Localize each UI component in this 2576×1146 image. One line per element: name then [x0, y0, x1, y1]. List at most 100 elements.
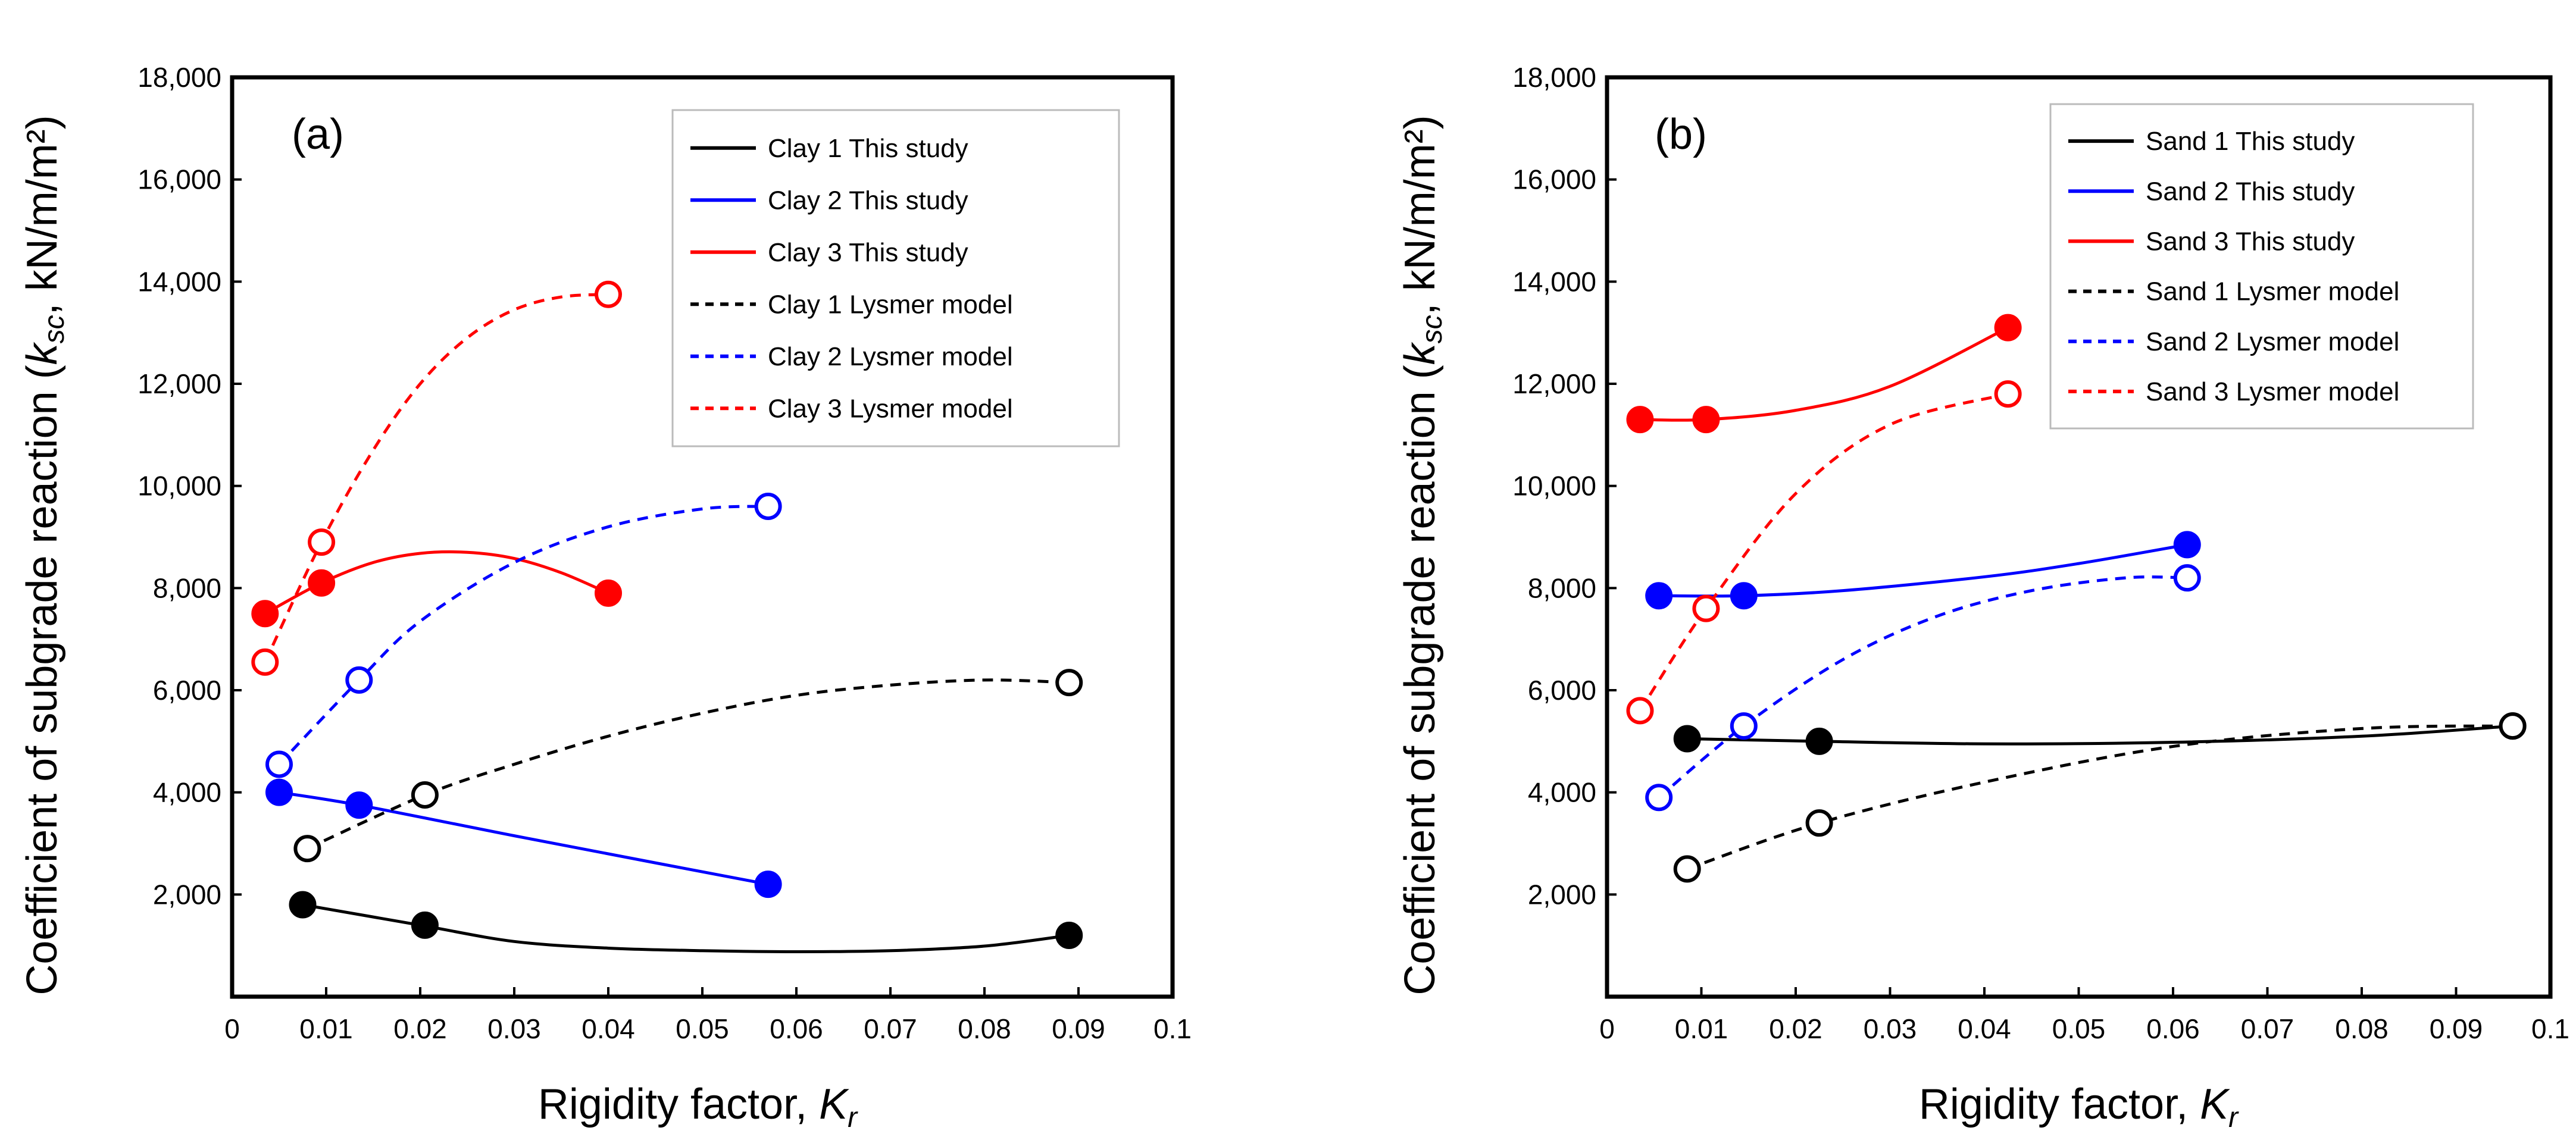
- panel-b-series-1-point: [1730, 582, 1758, 610]
- panel-b-y-tick-label: 14,000: [1512, 266, 1596, 297]
- panel-a-series-3-point: [1055, 669, 1083, 697]
- panel-b-x-tick-label: 0.08: [2335, 1013, 2389, 1044]
- panel-b-legend-box: [2049, 103, 2474, 430]
- panel-a-series-0-point: [411, 911, 439, 939]
- panel-b-x-tick-label: 0.09: [2430, 1013, 2483, 1044]
- panel-b-y-tick-label: 6,000: [1528, 675, 1596, 706]
- panel-a-x-tick-label: 0.01: [299, 1013, 353, 1044]
- panel-a-y-tick-label: 2,000: [153, 879, 221, 910]
- panel-b-legend-label-2: Sand 3 This study: [2146, 227, 2355, 256]
- panel-a-series-4-point: [345, 666, 373, 694]
- panel-b-legend-label-1: Sand 2 This study: [2146, 177, 2355, 206]
- panel-b-series-5-point: [1994, 380, 2022, 408]
- panel-a-series-1-point: [345, 791, 373, 819]
- panel-b-y-tick-label: 2,000: [1528, 879, 1596, 910]
- panel-b-legend-label-3: Sand 1 Lysmer model: [2146, 277, 2399, 306]
- panel-a-x-tick-label: 0.07: [864, 1013, 917, 1044]
- panel-b-x-tick-label: 0.01: [1675, 1013, 1728, 1044]
- panel-b-series-5-point: [1626, 697, 1654, 725]
- panel-a-legend-label-0: Clay 1 This study: [768, 134, 968, 163]
- panel-a-series-line-1: [279, 791, 769, 886]
- panel-a-series-2-point: [595, 579, 622, 607]
- panel-a-series-4-point: [754, 493, 782, 520]
- panel-b-series-3-point: [1805, 809, 1833, 837]
- panel-b: Coefficient of subgrade reaction (ksc, k…: [1396, 62, 2569, 1134]
- panel-b-x-tick-label: 0: [1599, 1013, 1615, 1044]
- panel-a-series-1-point: [754, 871, 782, 898]
- panel-a-y-tick-label: 8,000: [153, 572, 221, 603]
- panel-a-x-tick-label: 0: [224, 1013, 240, 1044]
- panel-b-y-tick-label: 18,000: [1512, 62, 1596, 93]
- panel-b-series-5-point: [1692, 594, 1720, 622]
- panel-a-series-3-point: [293, 835, 321, 863]
- panel-b-y-tick-label: 4,000: [1528, 777, 1596, 808]
- panel-a-y-tick-label: 14,000: [137, 266, 221, 297]
- panel-a-series-0-point: [1055, 922, 1083, 949]
- panel-a-x-tick-label: 0.06: [770, 1013, 823, 1044]
- panel-a-y-tick-label: 10,000: [137, 471, 221, 502]
- panel-b-legend-label-4: Sand 2 Lysmer model: [2146, 327, 2399, 356]
- panel-a-y-tick-label: 12,000: [137, 368, 221, 399]
- panel-b-series-4-point: [2173, 564, 2201, 592]
- panel-b-y-tick-label: 10,000: [1512, 471, 1596, 502]
- panel-b-series-4-point: [1730, 712, 1758, 740]
- panel-a-series-5-point: [595, 280, 622, 308]
- panel-a-series-2-point: [251, 600, 279, 628]
- panel-b-y-tick-label: 16,000: [1512, 164, 1596, 195]
- panel-a-y-tick-label: 4,000: [153, 777, 221, 808]
- panel-b-series-0-point: [1805, 727, 1833, 755]
- panel-a-series-3-point: [411, 781, 439, 809]
- panel-a-legend-box: [671, 109, 1120, 447]
- panel-a-series-2-point: [308, 569, 336, 597]
- panel-b-legend-label-0: Sand 1 This study: [2146, 127, 2355, 156]
- panel-a-legend-label-3: Clay 1 Lysmer model: [768, 290, 1013, 319]
- panel-a-series-0-point: [289, 891, 317, 919]
- panel-b-label: (b): [1655, 111, 1707, 158]
- panel-b-x-tick-label: 0.03: [1864, 1013, 1917, 1044]
- panel-b-x-tick-label: 0.07: [2241, 1013, 2294, 1044]
- panel-a: Coefficient of subgrade reaction (ksc, k…: [18, 62, 1192, 1134]
- panel-a-series-5-point: [251, 648, 279, 676]
- panel-b-series-line-3: [1686, 724, 2513, 871]
- panel-a-x-tick-label: 0.04: [582, 1013, 635, 1044]
- panel-b-series-3-point: [1673, 855, 1701, 883]
- panel-b-x-axis-title: Rigidity factor, Kr: [1919, 1081, 2239, 1134]
- panel-b-x-tick-label: 0.1: [2531, 1013, 2569, 1044]
- panel-a-y-axis-title: Coefficient of subgrade reaction (ksc, k…: [18, 115, 70, 995]
- panel-b-x-tick-label: 0.05: [2052, 1013, 2106, 1044]
- panel-b-series-1-point: [1645, 582, 1673, 610]
- panel-b-series-4-point: [1645, 784, 1673, 812]
- panel-a-x-tick-label: 0.1: [1153, 1013, 1192, 1044]
- panel-b-series-line-2: [1640, 326, 2009, 422]
- panel-a-series-line-3: [307, 678, 1070, 850]
- panel-a-y-tick-label: 18,000: [137, 62, 221, 93]
- panel-a-x-tick-label: 0.09: [1052, 1013, 1105, 1044]
- panel-a-x-tick-label: 0.08: [958, 1013, 1011, 1044]
- panel-a-legend-label-5: Clay 3 Lysmer model: [768, 394, 1013, 423]
- panel-b-series-3-point: [2499, 712, 2527, 740]
- panel-b-series-2-point: [1626, 406, 1654, 434]
- panel-b-series-line-5: [1639, 392, 2009, 712]
- panel-b-y-tick-label: 8,000: [1528, 572, 1596, 603]
- panel-a-legend-label-1: Clay 2 This study: [768, 186, 968, 215]
- panel-b-y-axis-title: Coefficient of subgrade reaction (ksc, k…: [1396, 115, 1448, 995]
- panel-b-x-tick-label: 0.02: [1769, 1013, 1822, 1044]
- panel-a-x-tick-label: 0.05: [676, 1013, 729, 1044]
- panel-a-x-tick-label: 0.03: [487, 1013, 541, 1044]
- panel-b-legend-label-5: Sand 3 Lysmer model: [2146, 377, 2399, 406]
- panel-b-x-tick-label: 0.06: [2146, 1013, 2200, 1044]
- panel-a-label: (a): [292, 111, 344, 158]
- panel-a-legend-label-2: Clay 3 This study: [768, 238, 968, 267]
- panel-a-y-tick-label: 6,000: [153, 675, 221, 706]
- panel-b-y-tick-label: 12,000: [1512, 368, 1596, 399]
- panel-b-series-1-point: [2173, 531, 2201, 559]
- panel-a-x-axis-title: Rigidity factor, Kr: [538, 1081, 858, 1134]
- panel-a-series-4-point: [265, 750, 293, 778]
- panel-a-y-tick-label: 16,000: [137, 164, 221, 195]
- panel-b-x-tick-label: 0.04: [1958, 1013, 2011, 1044]
- panel-b-series-2-point: [1994, 314, 2022, 342]
- panel-a-series-1-point: [265, 778, 293, 806]
- panel-b-series-2-point: [1692, 406, 1720, 434]
- panel-b-series-0-point: [1673, 725, 1701, 753]
